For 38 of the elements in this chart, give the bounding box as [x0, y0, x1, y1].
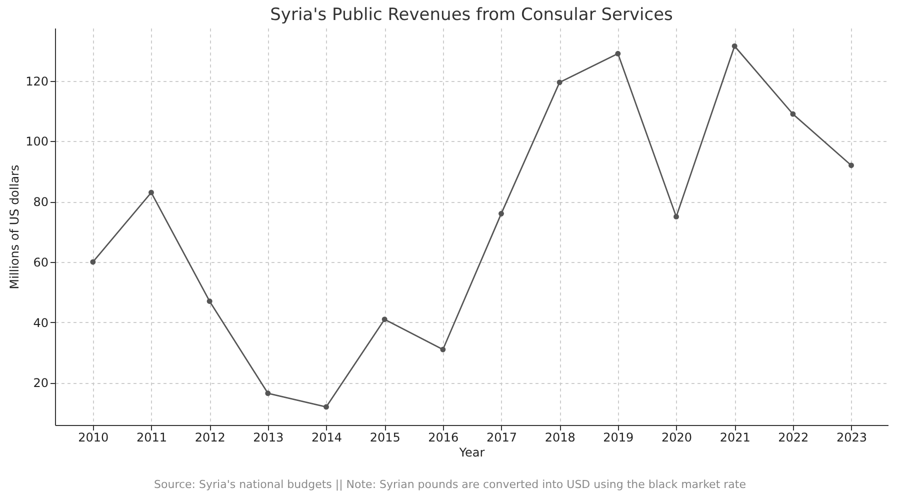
- source-note: Source: Syria's national budgets || Note: Syrian pounds are converted into USD using the black market rate: [153, 478, 747, 491]
- point: [382, 316, 388, 322]
- x-tick-label: 2012: [194, 430, 226, 444]
- x-tick-label: 2018: [544, 430, 576, 444]
- point: [148, 190, 154, 196]
- point: [324, 404, 329, 410]
- point: [498, 210, 504, 216]
- x-tick-label: 2016: [428, 430, 459, 444]
- point: [790, 111, 796, 117]
- y-tick-label: 120: [26, 74, 48, 88]
- y-axis-title: Millions of US dollars: [8, 164, 22, 290]
- point: [265, 390, 271, 396]
- y-tick-label: 60: [33, 255, 48, 270]
- x-tick-label: 2015: [370, 430, 400, 444]
- x-tick-label: 2022: [778, 430, 809, 444]
- point: [732, 43, 738, 49]
- point: [206, 298, 212, 304]
- x-tick-label: 2019: [603, 430, 634, 444]
- y-tick-label: 20: [33, 376, 48, 390]
- point: [615, 50, 621, 56]
- y-tick-label: 100: [26, 134, 48, 149]
- point: [90, 259, 96, 265]
- y-tick-label: 80: [33, 195, 48, 210]
- point: [556, 80, 562, 86]
- x-tick-label: 2013: [253, 430, 284, 444]
- x-tick-label: 2021: [720, 430, 750, 444]
- point: [848, 162, 854, 168]
- y-tick-label: 40: [33, 316, 48, 330]
- x-tick-label: 2023: [836, 430, 868, 444]
- x-tick-label: 2020: [661, 430, 692, 444]
- x-axis-title: Year: [458, 446, 485, 460]
- point: [440, 346, 446, 352]
- chart-title: Syria's Public Revenues from Consular Services: [270, 5, 674, 25]
- x-tick-label: 2010: [78, 430, 109, 444]
- x-tick-label: 2014: [311, 430, 342, 444]
- x-tick-label: 2017: [486, 430, 518, 444]
- x-tick-label: 2011: [136, 430, 168, 444]
- point: [674, 214, 679, 220]
